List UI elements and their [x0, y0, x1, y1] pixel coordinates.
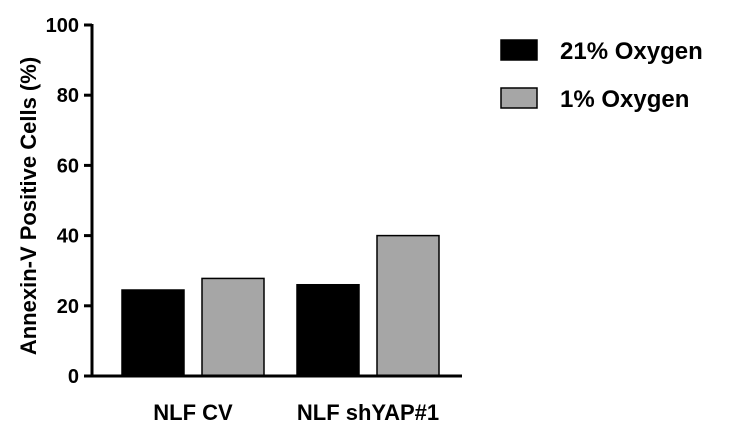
y-tick-label: 0	[68, 366, 79, 388]
y-tick-label: 60	[57, 155, 79, 177]
y-axis-label: Annexin-V Positive Cells (%)	[16, 57, 41, 355]
legend-swatch	[500, 87, 538, 109]
legend-label: 1% Oxygen	[560, 86, 689, 113]
y-tick-label: 80	[57, 85, 79, 107]
y-axis: 0 20 40 60 80 100	[46, 15, 94, 388]
bar	[201, 277, 265, 377]
plot-area	[121, 234, 440, 377]
bar	[296, 283, 360, 377]
bar	[376, 234, 440, 377]
x-tick-label: NLF shYAP#1	[297, 400, 439, 423]
x-axis: NLF CV NLF shYAP#1	[90, 374, 462, 423]
legend: 21% Oxygen 1% Oxygen	[500, 38, 703, 113]
legend-label: 21% Oxygen	[560, 38, 703, 65]
y-tick-label: 20	[57, 296, 79, 318]
bar	[121, 289, 185, 377]
legend-swatch	[500, 39, 538, 61]
x-tick-label: NLF CV	[153, 400, 233, 423]
y-tick-label: 100	[46, 15, 79, 37]
y-tick-label: 40	[57, 226, 79, 248]
